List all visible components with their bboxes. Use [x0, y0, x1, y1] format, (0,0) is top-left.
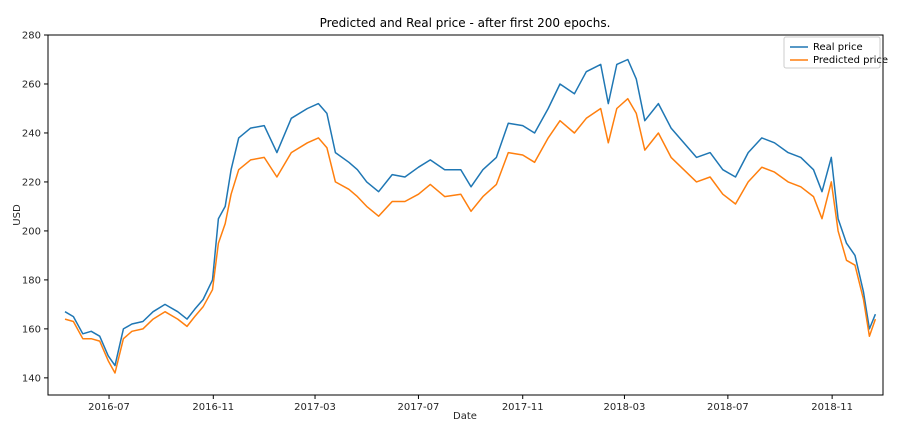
x-axis-ticks: 2016-07 2016-11 2017-03 2017-07 2017-11 2018-… [88, 395, 853, 413]
series-line-real-price [64, 58, 877, 367]
plot-area [47, 34, 884, 396]
x-tick-label: 2017-03 [294, 402, 336, 413]
y-tick-label: 240 [22, 128, 41, 139]
legend-label-real-price: Real price [813, 42, 863, 53]
series-line-predicted-price [64, 97, 877, 374]
x-tick-label: 2018-03 [604, 402, 646, 413]
y-tick-label: 280 [22, 31, 41, 42]
chart-title: Predicted and Real price - after first 2… [320, 16, 611, 30]
y-axis-ticks: 140 160 180 200 220 240 260 280 [22, 31, 48, 384]
legend: Real price Predicted price [783, 36, 888, 69]
x-tick-label: 2017-11 [502, 402, 544, 413]
y-tick-label: 260 [22, 79, 41, 90]
y-tick-label: 140 [22, 373, 41, 384]
series-layer [64, 58, 877, 374]
y-axis-label: USD [12, 204, 23, 226]
x-tick-label: 2018-11 [811, 402, 853, 413]
x-tick-label: 2017-07 [398, 402, 440, 413]
x-axis-label: Date [453, 411, 477, 422]
legend-label-predicted-price: Predicted price [813, 55, 888, 66]
y-tick-label: 180 [22, 275, 41, 286]
y-tick-label: 160 [22, 324, 41, 335]
axes-frame [47, 34, 884, 396]
y-tick-label: 220 [22, 177, 41, 188]
x-tick-label: 2016-07 [88, 402, 130, 413]
x-tick-label: 2016-11 [192, 402, 234, 413]
x-tick-label: 2018-07 [707, 402, 749, 413]
y-tick-label: 200 [22, 226, 41, 237]
